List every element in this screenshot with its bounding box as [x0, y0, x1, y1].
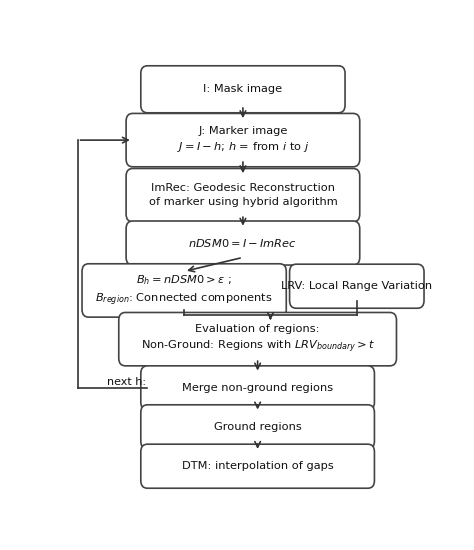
- Text: next h:: next h:: [107, 377, 146, 387]
- Text: DTM: interpolation of gaps: DTM: interpolation of gaps: [182, 461, 334, 471]
- FancyBboxPatch shape: [119, 312, 396, 366]
- FancyBboxPatch shape: [141, 66, 345, 113]
- FancyBboxPatch shape: [141, 366, 374, 410]
- Text: J: Marker image
$J=I - h$; $h$ = from $i$ to $j$: J: Marker image $J=I - h$; $h$ = from $i…: [177, 126, 309, 155]
- Text: ImRec: Geodesic Reconstruction
of marker using hybrid algorithm: ImRec: Geodesic Reconstruction of marker…: [148, 183, 337, 207]
- FancyBboxPatch shape: [290, 264, 424, 308]
- Text: I: Mask image: I: Mask image: [203, 84, 283, 94]
- Text: Evaluation of regions:
Non-Ground: Regions with $LRV_{boundary} > t$: Evaluation of regions: Non-Ground: Regio…: [141, 323, 374, 355]
- Text: Merge non-ground regions: Merge non-ground regions: [182, 383, 333, 393]
- FancyBboxPatch shape: [141, 405, 374, 449]
- FancyBboxPatch shape: [82, 264, 286, 317]
- FancyBboxPatch shape: [126, 221, 360, 265]
- FancyBboxPatch shape: [126, 113, 360, 167]
- Text: LRV: Local Range Variation: LRV: Local Range Variation: [281, 281, 432, 291]
- Text: Ground regions: Ground regions: [214, 422, 301, 432]
- FancyBboxPatch shape: [141, 444, 374, 488]
- Text: $B_h = nDSM0 > \varepsilon$ ;
$B_{region}$: Connected components: $B_h = nDSM0 > \varepsilon$ ; $B_{region…: [95, 273, 273, 308]
- Text: $nDSM0 = I - ImRec$: $nDSM0 = I - ImRec$: [189, 237, 297, 249]
- FancyBboxPatch shape: [126, 168, 360, 222]
